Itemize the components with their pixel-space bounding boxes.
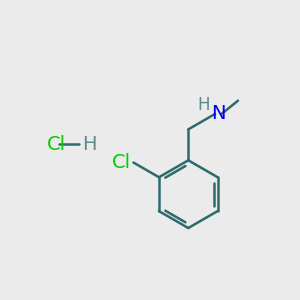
Text: Cl: Cl	[112, 153, 131, 172]
Text: H: H	[198, 96, 210, 114]
Text: H: H	[82, 135, 97, 154]
Text: N: N	[211, 104, 225, 123]
Text: Cl: Cl	[47, 135, 66, 154]
